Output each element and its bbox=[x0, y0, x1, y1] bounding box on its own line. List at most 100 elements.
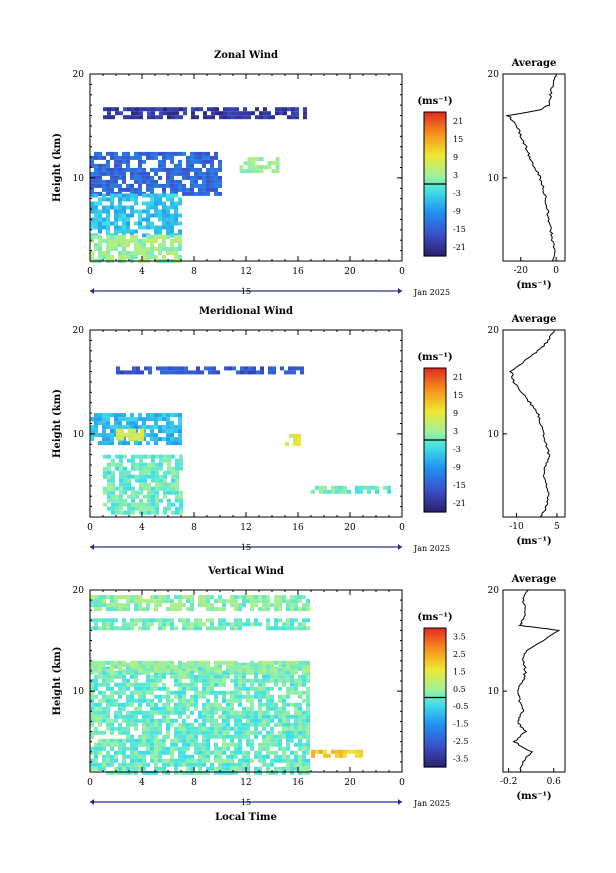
heatmap-cell bbox=[199, 107, 203, 112]
heatmap-cell bbox=[279, 107, 283, 112]
heatmap-cell bbox=[170, 762, 174, 767]
heatmap-cell bbox=[118, 155, 122, 160]
heatmap-cell bbox=[190, 187, 194, 192]
heatmap-cell bbox=[294, 718, 298, 723]
heatmap-cell bbox=[167, 115, 171, 120]
heatmap-cell bbox=[158, 413, 162, 418]
heatmap-cell bbox=[266, 706, 270, 711]
heatmap-cell bbox=[126, 163, 130, 168]
heatmap-cell bbox=[146, 710, 150, 715]
heatmap-cell bbox=[94, 664, 98, 669]
heatmap-cell bbox=[138, 159, 142, 164]
heatmap-cell bbox=[143, 506, 147, 511]
colorbar-segment bbox=[424, 456, 446, 460]
heatmap-cell bbox=[255, 107, 259, 112]
heatmap-cell bbox=[131, 506, 135, 511]
heatmap-cell bbox=[98, 163, 102, 168]
heatmap-cell bbox=[138, 750, 142, 755]
heatmap-cell bbox=[174, 163, 178, 168]
heatmap-cell bbox=[98, 738, 102, 743]
heatmap-cell bbox=[138, 187, 142, 192]
heatmap-cell bbox=[182, 750, 186, 755]
colorbar-tick-label: 2.5 bbox=[453, 650, 466, 659]
heatmap-cell bbox=[206, 738, 210, 743]
heatmap-cell bbox=[174, 762, 178, 767]
heatmap-cell bbox=[171, 115, 175, 120]
heatmap-cell bbox=[206, 187, 210, 192]
heatmap-cell bbox=[214, 710, 218, 715]
heatmap-cell bbox=[175, 111, 179, 116]
heatmap-cell bbox=[166, 746, 170, 751]
heatmap-cell bbox=[178, 243, 182, 247]
heatmap-cell bbox=[142, 664, 146, 669]
heatmap-cell bbox=[107, 498, 111, 503]
heatmap-cell bbox=[226, 766, 230, 771]
heatmap-cell bbox=[102, 179, 106, 184]
heatmap-cell bbox=[302, 698, 306, 703]
heatmap-cell bbox=[116, 370, 120, 375]
heatmap-cell bbox=[306, 690, 310, 695]
heatmap-cell bbox=[230, 738, 234, 743]
heatmap-cell bbox=[106, 702, 110, 707]
heatmap-cell bbox=[134, 754, 138, 759]
heatmap-cell bbox=[122, 682, 126, 687]
heatmap-cell bbox=[98, 714, 102, 719]
date-bar-arrow bbox=[398, 288, 402, 294]
heatmap-cell bbox=[194, 682, 198, 687]
heatmap-cell bbox=[206, 599, 210, 604]
heatmap-cell bbox=[102, 660, 106, 665]
heatmap-cell bbox=[343, 749, 347, 754]
heatmap-cell bbox=[106, 247, 110, 251]
colorbar-segment bbox=[424, 124, 446, 127]
heatmap-cell bbox=[94, 746, 98, 751]
colorbar-segment bbox=[424, 162, 446, 166]
heatmap-cell bbox=[222, 710, 226, 715]
heatmap-cell bbox=[146, 235, 150, 239]
heatmap-cell bbox=[106, 225, 110, 230]
heatmap-cell bbox=[134, 441, 138, 446]
heatmap-cell bbox=[174, 255, 178, 259]
heatmap-cell bbox=[302, 668, 306, 673]
heatmap-cell bbox=[134, 766, 138, 771]
heatmap-cell bbox=[246, 722, 250, 727]
colorbar-segment bbox=[424, 253, 446, 257]
heatmap-cell bbox=[289, 433, 293, 438]
colorbar-segment bbox=[424, 662, 446, 666]
heatmap-cell bbox=[178, 746, 182, 751]
heatmap-cell bbox=[148, 370, 152, 375]
heatmap-cell bbox=[306, 603, 310, 608]
heatmap-cell bbox=[142, 421, 146, 426]
colorbar-tick-label: 15 bbox=[453, 391, 463, 400]
heatmap-cell bbox=[178, 770, 182, 775]
heatmap-cell bbox=[139, 510, 143, 515]
heatmap-cell bbox=[214, 754, 218, 759]
heatmap-cell bbox=[218, 167, 222, 172]
heatmap-cell bbox=[275, 161, 280, 166]
heatmap-cell bbox=[290, 750, 294, 755]
heatmap-cell bbox=[210, 682, 214, 687]
heatmap-cell bbox=[206, 750, 210, 755]
heatmap-cell bbox=[110, 239, 114, 243]
heatmap-cell bbox=[242, 622, 246, 627]
heatmap-cell bbox=[94, 607, 98, 612]
colorbar-segment bbox=[424, 432, 446, 436]
heatmap-cell bbox=[158, 718, 162, 723]
heatmap-cell bbox=[242, 710, 246, 715]
colorbar-segment bbox=[424, 191, 446, 195]
heatmap-cell bbox=[102, 758, 106, 763]
heatmap-cell bbox=[262, 694, 266, 699]
heatmap-cell bbox=[202, 179, 206, 184]
heatmap-cell bbox=[154, 167, 158, 172]
heatmap-cell bbox=[230, 668, 234, 673]
heatmap-cell bbox=[174, 746, 178, 751]
heatmap-cell bbox=[154, 722, 158, 727]
heatmap-cell bbox=[166, 425, 170, 430]
heatmap-cell bbox=[166, 622, 170, 627]
heatmap-cell bbox=[355, 753, 359, 758]
heatmap-cell bbox=[166, 599, 170, 604]
heatmap-cell bbox=[254, 622, 258, 627]
heatmap-cell bbox=[218, 758, 222, 763]
heatmap-cell bbox=[302, 726, 306, 731]
heatmap-cell bbox=[175, 462, 179, 467]
